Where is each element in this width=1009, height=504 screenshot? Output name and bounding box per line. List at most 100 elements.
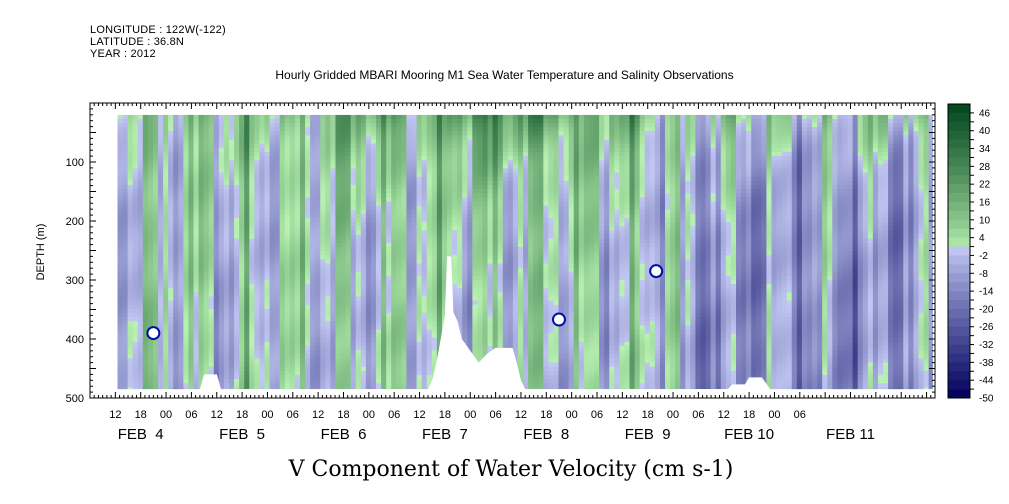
heatmap-cell [299,379,306,384]
heatmap-cell [152,238,159,244]
heatmap-cell [173,127,179,132]
heatmap-cell [305,176,311,182]
heatmap-cell [401,213,408,219]
heatmap-cell [360,379,367,384]
heatmap-cell [299,147,306,153]
heatmap-cell [234,313,240,318]
heatmap-cell [152,246,159,252]
heatmap-cell [183,317,190,322]
heatmap-cell [416,135,423,141]
heatmap-cell [264,275,271,281]
heatmap-cell [360,242,367,248]
heatmap-cell [396,358,402,364]
heatmap-cell [370,218,377,223]
heatmap-cell [269,263,276,269]
heatmap-cell [325,114,331,120]
heatmap-cell [244,209,250,215]
heatmap-cell [325,379,331,384]
heatmap-cell [310,317,316,322]
heatmap-cell [249,374,255,380]
heatmap-cell [269,218,276,223]
heatmap-cell [249,304,255,310]
heatmap-cell [370,230,377,236]
heatmap-cell [254,288,261,293]
heatmap-cell [294,193,301,198]
heatmap-cell [310,143,316,149]
heatmap-cell [152,193,159,198]
heatmap-cell [406,350,413,355]
heatmap-cell [447,123,453,128]
heatmap-cell [350,313,357,318]
heatmap-cell [467,151,473,157]
heatmap-cell [168,337,174,343]
heatmap-cell [447,226,453,232]
heatmap-cell [122,358,129,364]
heatmap-cell [436,333,443,339]
heatmap-cell [142,251,149,256]
heatmap-cell [340,209,347,215]
heatmap-cell [198,234,205,240]
heatmap-cell [391,321,397,327]
heatmap-cell [386,172,392,178]
heatmap-cell [421,222,428,227]
heatmap-cell [274,193,281,198]
heatmap-cell [274,358,281,364]
heatmap-cell [264,234,271,240]
heatmap-cell [482,341,489,347]
heatmap-cell [132,379,139,384]
heatmap-cell [183,251,190,256]
heatmap-cell [198,374,205,380]
heatmap-cell [365,374,372,380]
heatmap-cell [269,280,276,285]
heatmap-cell [396,325,402,331]
heatmap-cell [198,284,205,289]
heatmap-cell [370,205,377,211]
heatmap-cell [452,156,458,161]
heatmap-cell [208,131,215,137]
heatmap-cell [396,362,402,368]
heatmap-cell [376,213,382,219]
heatmap-cell [178,176,184,182]
heatmap-cell [132,201,139,207]
heatmap-cell [492,209,499,215]
heatmap-cell [345,280,352,285]
heatmap-cell [254,147,261,153]
heatmap-cell [234,151,240,157]
heatmap-cell [416,147,423,153]
heatmap-cell [142,135,149,141]
heatmap-cell [218,234,225,240]
heatmap-cell [142,329,149,335]
heatmap-cell [244,362,250,368]
heatmap-cell [264,176,271,182]
heatmap-cell [259,114,266,120]
heatmap-cell [244,354,250,360]
heatmap-cell [340,333,347,339]
heatmap-cell [244,123,250,128]
heatmap-cell [249,341,255,347]
heatmap-cell [447,160,453,165]
heatmap-cell [264,242,271,248]
heatmap-cell [355,180,362,186]
heatmap-cell [441,222,448,227]
heatmap-cell [426,271,433,277]
heatmap-cell [447,180,453,186]
heatmap-cell [370,123,377,128]
heatmap-cell [386,131,392,137]
heatmap-cell [386,341,392,347]
heatmap-cell [411,123,418,128]
heatmap-cell [279,292,286,298]
heatmap-cell [406,160,413,165]
heatmap-cell [152,284,159,289]
heatmap-cell [431,255,438,260]
heatmap-cell [299,193,306,198]
heatmap-cell [376,123,382,128]
heatmap-cell [370,313,377,318]
heatmap-cell [396,151,402,157]
heatmap-cell [132,288,139,293]
heatmap-cell [472,189,479,194]
heatmap-cell [381,234,387,240]
heatmap-cell [218,346,225,351]
heatmap-cell [188,185,195,190]
heatmap-cell [355,222,362,227]
heatmap-cell [467,131,473,137]
